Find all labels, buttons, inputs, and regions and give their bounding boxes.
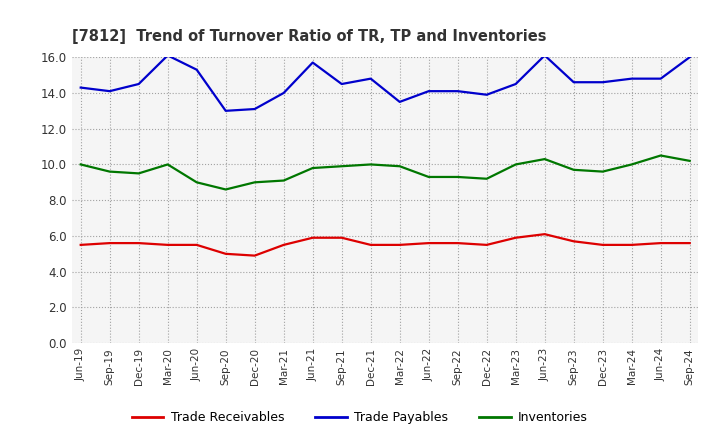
Legend: Trade Receivables, Trade Payables, Inventories: Trade Receivables, Trade Payables, Inven… <box>127 407 593 429</box>
Text: [7812]  Trend of Turnover Ratio of TR, TP and Inventories: [7812] Trend of Turnover Ratio of TR, TP… <box>72 29 546 44</box>
